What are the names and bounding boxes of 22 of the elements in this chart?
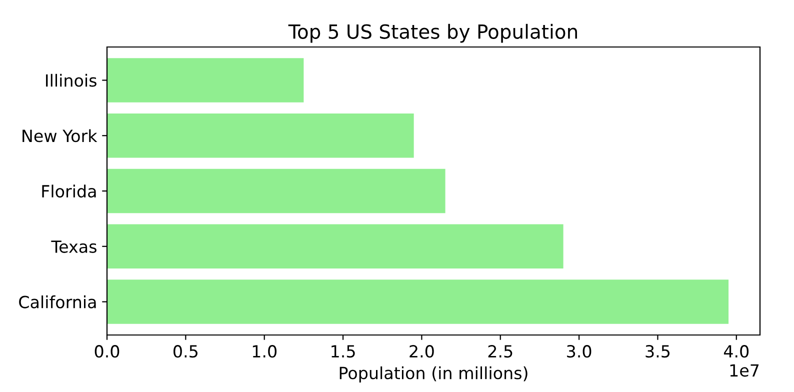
y-tick-label: Illinois bbox=[46, 74, 96, 87]
bar bbox=[107, 113, 414, 158]
x-tick-label: 2.0 bbox=[410, 345, 434, 358]
x-tick-label: 3.0 bbox=[567, 345, 592, 358]
y-tick-label: New York bbox=[22, 129, 98, 142]
x-tick-label: 0.5 bbox=[174, 345, 198, 358]
x-tick-label: 2.5 bbox=[488, 345, 512, 358]
y-tick-label: California bbox=[19, 295, 96, 308]
x-tick-label: 1.0 bbox=[252, 345, 276, 358]
bar bbox=[107, 58, 304, 102]
y-tick-label: Florida bbox=[42, 184, 96, 198]
chart-title: Top 5 US States by Population bbox=[288, 24, 577, 43]
x-tick-label: 3.5 bbox=[646, 345, 670, 358]
bar bbox=[107, 168, 446, 214]
y-tick-label: Texas bbox=[51, 240, 96, 253]
text: 1e7 bbox=[730, 364, 759, 377]
x-tick-label: 1.5 bbox=[332, 345, 355, 358]
x-axis-title: Population (in millions) bbox=[340, 366, 528, 383]
x-tick-label: 0.0 bbox=[94, 345, 120, 358]
x-tick-label: 4.0 bbox=[724, 345, 749, 358]
bar bbox=[107, 224, 564, 269]
bar bbox=[107, 280, 729, 324]
